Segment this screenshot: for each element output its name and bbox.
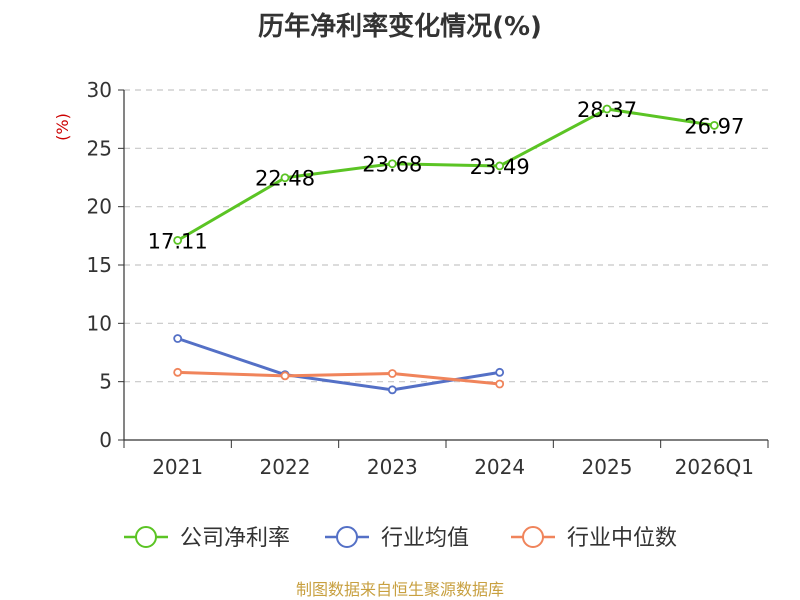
data-label: 26.97 — [684, 114, 744, 138]
series-lines — [173, 104, 719, 395]
data-label: 23.68 — [362, 153, 422, 177]
data-point — [495, 161, 505, 171]
data-point — [709, 120, 719, 130]
x-tick-label: 2026Q1 — [675, 455, 754, 479]
series-line-2 — [177, 370, 500, 386]
x-tick-label: 2023 — [367, 455, 418, 479]
y-tick-label: 5 — [99, 370, 112, 394]
x-tick-label: 2021 — [152, 455, 203, 479]
data-point — [173, 334, 183, 343]
data-point — [495, 367, 505, 377]
source-footer: 制图数据来自恒生聚源数据库 — [295, 580, 504, 599]
data-label: 23.49 — [470, 155, 530, 179]
legend-marker — [336, 526, 358, 548]
chart-title: 历年净利率变化情况(%) — [258, 12, 542, 42]
series-line-0 — [176, 107, 715, 242]
x-tick-label: 2024 — [474, 455, 525, 479]
legend-label: 行业均值 — [381, 526, 469, 551]
grid-lines — [124, 89, 768, 383]
data-point — [280, 173, 290, 183]
y-axis-label: (%) — [53, 113, 72, 141]
data-label: 22.48 — [255, 167, 315, 191]
y-tick-label: 25 — [87, 136, 112, 160]
legend-marker — [522, 526, 544, 548]
data-point — [173, 235, 183, 245]
data-label: 28.37 — [577, 98, 637, 122]
data-labels: 17.11 22.48 23.68 23.49 28.37 26.97 — [148, 98, 745, 253]
data-point — [602, 104, 612, 114]
data-point — [495, 379, 505, 389]
legend: 公司净利率 行业均值 行业中位数 — [124, 526, 677, 551]
y-tick-label: 30 — [87, 78, 112, 102]
data-point — [387, 369, 397, 378]
legend-label: 公司净利率 — [180, 526, 290, 551]
x-tick-label: 2022 — [260, 455, 311, 479]
data-point — [387, 159, 397, 169]
data-point — [280, 371, 290, 381]
data-label: 17.11 — [148, 229, 208, 253]
data-point — [387, 385, 397, 395]
data-point — [173, 367, 183, 377]
series-line-1 — [177, 337, 500, 392]
legend-marker — [135, 526, 157, 548]
x-tick-label: 2025 — [582, 455, 633, 479]
y-tick-label: 15 — [87, 253, 112, 277]
y-tick-label: 20 — [87, 195, 112, 219]
y-tick-label: 10 — [87, 311, 112, 335]
legend-label: 行业中位数 — [567, 526, 677, 551]
y-tick-label: 0 — [99, 428, 112, 452]
